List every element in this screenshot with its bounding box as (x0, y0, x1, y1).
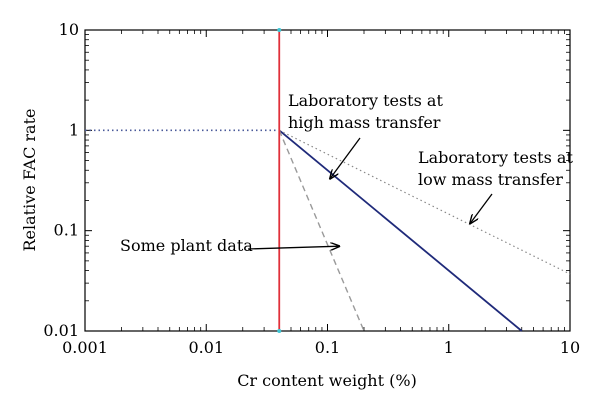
y-tick-label: 0.1 (54, 221, 79, 240)
y-tick-label: 10 (59, 20, 79, 39)
y-axis-title: Relative FAC rate (20, 109, 39, 252)
y-tick-label: 1 (69, 120, 79, 139)
x-tick-label: 0.001 (62, 338, 108, 357)
x-axis-title: Cr content weight (%) (237, 371, 417, 390)
series-layer (85, 28, 571, 333)
y-axis-ticks: 0.01 0.1 1 10 (43, 20, 570, 340)
annotation-arrow-high (330, 137, 361, 179)
annotation-arrow-plant (247, 246, 339, 249)
annotations: Laboratory tests at high mass transfer Lab… (120, 91, 573, 255)
annotation-low: Laboratory tests at low mass transfer (418, 148, 573, 189)
x-axis-ticks: 0.001 0.01 0.1 1 10 (62, 30, 580, 357)
x-tick-label: 0.1 (315, 338, 340, 357)
x-tick-label: 1 (444, 338, 454, 357)
threshold-bottom-marker (277, 329, 282, 333)
y-tick-label: 0.01 (43, 321, 79, 340)
threshold-top-marker (277, 28, 282, 32)
x-tick-label: 10 (560, 338, 580, 357)
series-line-plant (278, 130, 365, 332)
annotation-high: Laboratory tests at high mass transfer (288, 91, 443, 132)
annotation-arrow-low (470, 193, 493, 223)
series-line-high_mass (278, 129, 523, 332)
annotation-plant: Some plant data (120, 236, 253, 255)
series-line-low_mass (278, 129, 571, 275)
x-tick-label: 0.01 (188, 338, 224, 357)
